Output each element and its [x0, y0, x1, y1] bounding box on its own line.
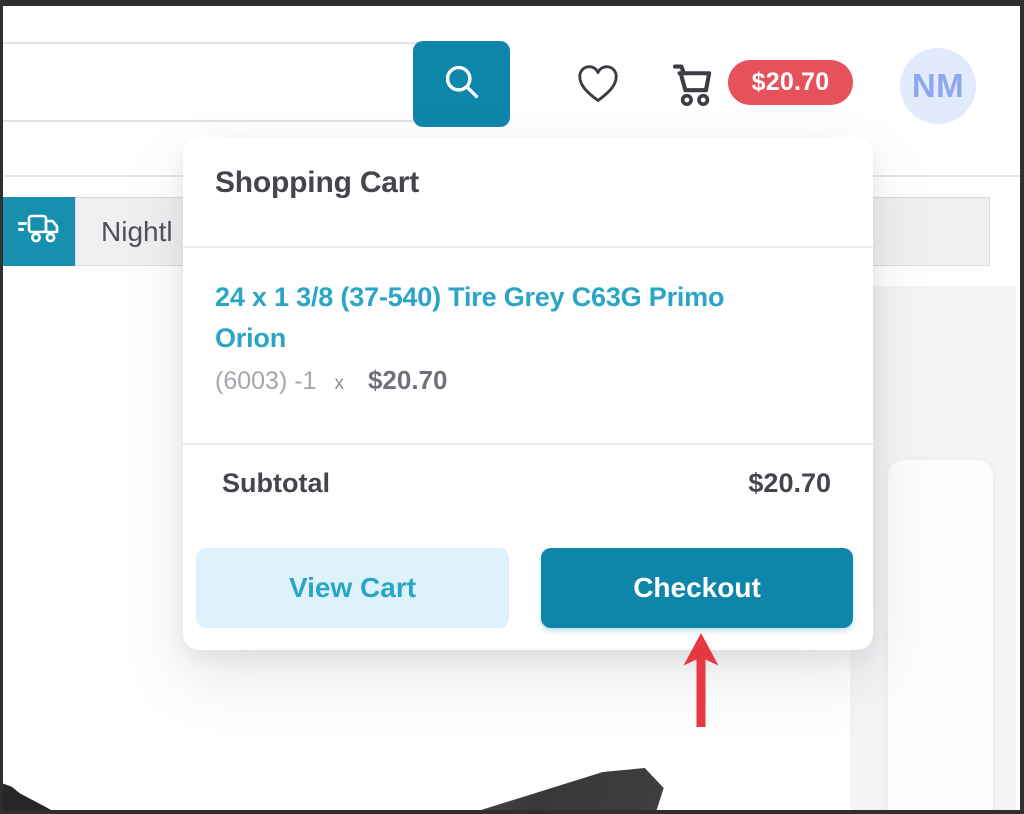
- cart-item-multiplier: x: [334, 373, 344, 394]
- cart-item-name-line2: Orion: [215, 323, 286, 353]
- cart-button[interactable]: [668, 58, 720, 112]
- shipping-ticker-text: Nightl: [101, 215, 173, 247]
- search-icon: [441, 61, 483, 108]
- shipping-ticker-tile: [3, 197, 75, 266]
- cart-item-sku-qty: (6003) -1: [215, 367, 317, 395]
- cart-item-link[interactable]: 24 x 1 3/8 (37-540) Tire Grey C63G Primo…: [215, 277, 815, 359]
- dropdown-title: Shopping Cart: [215, 166, 420, 199]
- shopping-cart-dropdown: Shopping Cart 24 x 1 3/8 (37-540) Tire G…: [183, 137, 873, 650]
- cart-item-name-line1: 24 x 1 3/8 (37-540) Tire Grey C63G Primo: [215, 282, 725, 312]
- annotation-arrow-icon: [682, 632, 720, 733]
- heart-icon: [576, 63, 620, 108]
- window-border: [0, 810, 1024, 814]
- product-image-fragment: [0, 782, 58, 814]
- subtotal-label: Subtotal: [222, 468, 330, 498]
- truck-icon: [17, 212, 61, 251]
- cart-item-price: $20.70: [367, 365, 448, 395]
- subtotal-value: $20.70: [748, 468, 831, 498]
- product-image-fragment: [468, 768, 664, 814]
- window-border: [0, 0, 1024, 6]
- search-button[interactable]: [413, 41, 510, 127]
- window-border: [0, 0, 3, 814]
- divider: [183, 246, 873, 248]
- cart-icon: [669, 58, 719, 113]
- wishlist-button[interactable]: [574, 61, 622, 109]
- view-cart-button[interactable]: View Cart: [196, 548, 509, 628]
- checkout-button[interactable]: Checkout: [541, 548, 853, 628]
- avatar[interactable]: NM: [900, 48, 976, 124]
- cart-total-badge[interactable]: $20.70: [728, 60, 853, 105]
- background-card: [888, 460, 993, 812]
- divider: [183, 443, 873, 445]
- cart-item-meta: (6003) -1 x $20.70: [215, 365, 447, 396]
- window-border: [1020, 0, 1024, 814]
